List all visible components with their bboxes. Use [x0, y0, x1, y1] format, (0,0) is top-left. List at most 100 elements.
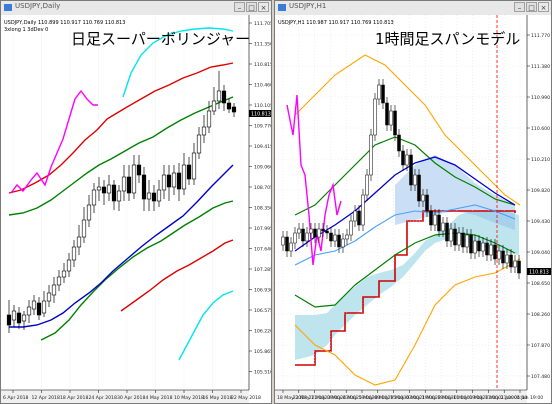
left-info-line2: 3xlong 1 3dDev 0: [4, 27, 48, 33]
orange-lower-line: [294, 258, 521, 386]
price-tick-label: 105.510: [254, 369, 271, 375]
candle-body: [171, 172, 177, 188]
price-tick-label: 109.430: [531, 219, 550, 225]
candle-body: [481, 242, 485, 252]
left-current-price: 110.813: [251, 112, 271, 118]
blue-lower-line: [294, 204, 516, 266]
candle-body: [309, 228, 313, 234]
candle-body: [497, 250, 501, 260]
candle-body: [321, 228, 325, 232]
close-icon[interactable]: ×: [258, 2, 269, 12]
date-tick-label: 21 May 11:00: [293, 395, 325, 401]
candle-body: [313, 228, 317, 238]
maximize-icon[interactable]: □: [246, 2, 257, 12]
candle-body: [51, 284, 57, 296]
candle-body: [289, 242, 293, 252]
left-plot-area: [1, 15, 249, 390]
candle-body: [41, 300, 47, 314]
candle-body: [337, 234, 341, 248]
candle-body: [91, 189, 97, 206]
candle-body: [333, 234, 337, 242]
candle-body: [151, 192, 157, 202]
candle-body: [461, 232, 465, 248]
date-tick-label: 16 May 2018: [203, 395, 233, 401]
candle-body: [449, 228, 453, 242]
candle-body: [397, 134, 401, 152]
price-tick-label: 105.865: [254, 349, 271, 355]
date-tick-label: 18 Apr 2018: [60, 395, 88, 401]
candle-body: [345, 234, 349, 240]
candle-body: [341, 238, 345, 248]
price-tick-label: 109.770: [254, 123, 271, 129]
right-chart-window[interactable]: USDJPY,H1 – □ × USDJPY,H1 110.987 110.91…: [274, 0, 552, 404]
minus3-sigma-line: [178, 290, 234, 361]
close-icon[interactable]: ×: [538, 2, 549, 12]
left-title-bar[interactable]: USDJPY,Daily – □ ×: [1, 1, 271, 16]
candle-body: [131, 164, 137, 194]
lagging-span-line: [286, 94, 342, 266]
price-tick-label: 107.480: [531, 374, 550, 380]
price-tick-label: 109.415: [254, 144, 271, 150]
candle-body: [493, 244, 497, 260]
candle-body: [285, 236, 289, 252]
candle-body: [186, 164, 192, 180]
left-chart-canvas[interactable]: USDJPY,Daily 110.899 110.917 110.769 110…: [1, 15, 271, 403]
candle-body: [301, 228, 305, 242]
candle-body: [216, 90, 222, 102]
maximize-icon[interactable]: □: [526, 2, 537, 12]
candle-body: [81, 219, 87, 238]
lagging-span-line: [10, 89, 98, 194]
candle-body: [457, 232, 461, 246]
price-tick-label: 110.105: [254, 103, 271, 109]
price-tick-label: 106.220: [254, 328, 271, 334]
chart-window-icon: [4, 4, 12, 11]
candle-body: [349, 220, 353, 236]
price-tick-label: 110.460: [254, 82, 271, 88]
candle-body: [71, 246, 77, 261]
chart-window-icon: [278, 4, 286, 11]
minimize-icon[interactable]: –: [234, 2, 245, 12]
candle-body: [61, 270, 67, 278]
blue-span-line: [294, 156, 516, 252]
candle-body: [31, 300, 37, 310]
right-chart-canvas[interactable]: USDJPY,H1 110.987 110.917 110.769 110.81…: [275, 15, 551, 403]
candle-body: [393, 110, 397, 136]
left-chart-window[interactable]: USDJPY,Daily – □ × USDJPY,Daily 110.899 …: [0, 0, 272, 404]
minimize-icon[interactable]: –: [514, 2, 525, 12]
candle-body: [317, 228, 321, 238]
candle-body: [325, 230, 329, 234]
right-title-bar[interactable]: USDJPY,H1 – □ ×: [275, 1, 551, 16]
candle-body: [16, 312, 22, 324]
candle-body: [96, 186, 102, 191]
candle-body: [437, 214, 441, 232]
right-price-axis: [527, 15, 551, 403]
price-tick-label: 107.640: [254, 246, 271, 252]
candle-body: [473, 240, 477, 254]
price-tick-label: 108.705: [254, 185, 271, 191]
candle-body: [417, 174, 421, 202]
date-tick-label: 01 Jun 05:00: [498, 395, 527, 401]
price-tick-label: 110.990: [531, 95, 550, 101]
candle-body: [405, 154, 409, 166]
candle-body: [517, 260, 521, 274]
price-tick-label: 107.870: [531, 343, 550, 349]
price-tick-label: 109.820: [531, 188, 550, 194]
date-tick-label: 6 Apr 2018: [3, 395, 29, 401]
orange-upper-line: [294, 54, 521, 206]
right-overlay-title: 1時間足スパンモデル: [375, 30, 520, 48]
candle-body: [21, 314, 27, 322]
right-current-price: 110.813: [529, 270, 549, 276]
candle-body: [453, 228, 457, 246]
candle-body: [201, 126, 207, 136]
price-tick-label: 110.815: [254, 62, 271, 68]
minus2-sigma-line: [120, 239, 234, 312]
candle-body: [489, 244, 493, 256]
candle-body: [221, 90, 227, 104]
left-overlay-title: 日足スーパーボリンジャー: [71, 30, 250, 48]
plus1-sigma-line: [8, 96, 234, 216]
date-tick-label: 30 Apr 2018: [117, 395, 145, 401]
candle-body: [429, 210, 433, 226]
date-tick-label: 10 May 2018: [174, 395, 204, 401]
price-tick-label: 108.260: [531, 312, 550, 318]
date-tick-label: 28 May 15:00: [372, 395, 404, 401]
